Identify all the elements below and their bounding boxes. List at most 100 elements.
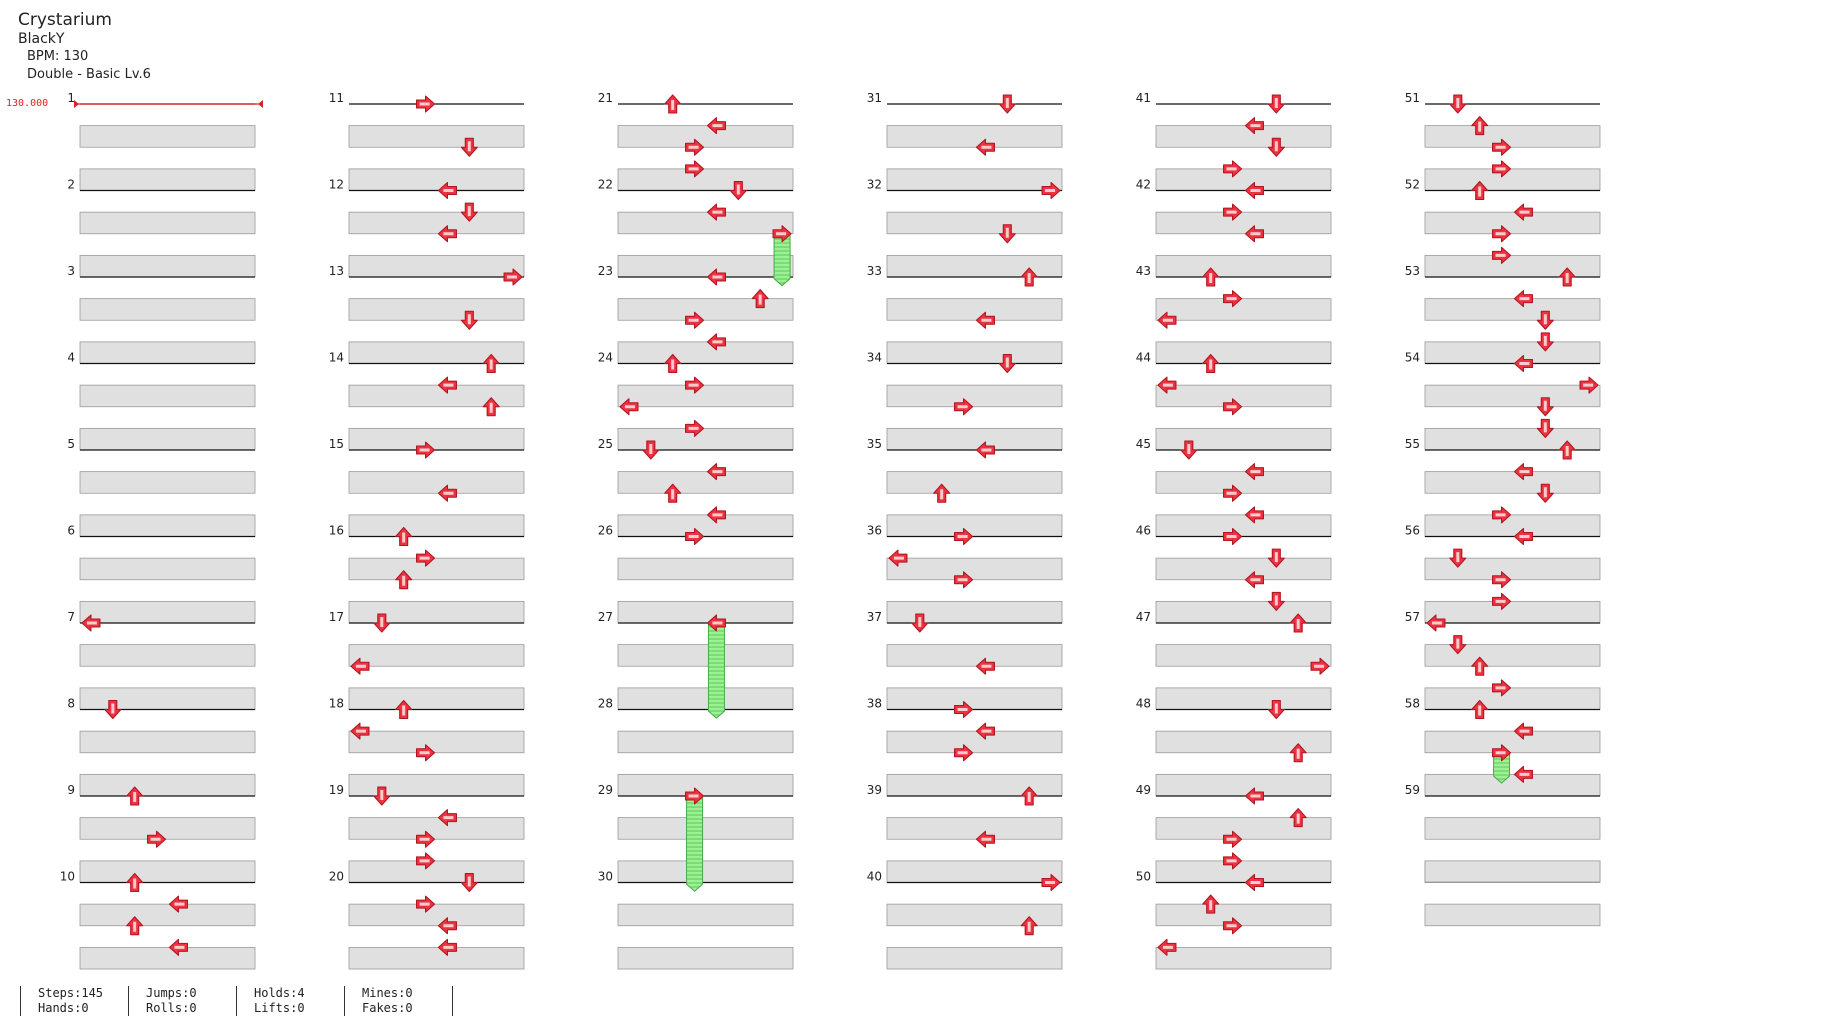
measure: 28 — [598, 697, 794, 797]
arrow-right-icon — [416, 549, 436, 567]
measure-number: 43 — [1136, 264, 1151, 278]
arrow-highlight — [1478, 662, 1482, 673]
arrow-highlight — [1027, 792, 1031, 802]
measure-number: 10 — [60, 870, 75, 884]
arrow-right-icon — [954, 527, 974, 546]
arrow-left-icon — [975, 138, 995, 156]
arrow-right-icon — [954, 571, 974, 589]
arrow-highlight — [1250, 232, 1261, 236]
measure-number: 32 — [867, 178, 882, 192]
arrow-highlight — [133, 921, 137, 932]
beat-stripe — [79, 860, 256, 883]
beat-stripe — [348, 168, 525, 191]
measure: 51 — [1405, 91, 1601, 191]
beat-stripe — [1424, 211, 1601, 235]
measure-number: 56 — [1405, 524, 1420, 538]
beat-stripe — [617, 427, 794, 451]
arrow-highlight — [467, 876, 471, 887]
arrow-right-icon — [1492, 744, 1512, 762]
arrow-right-icon — [1492, 160, 1512, 178]
arrow-highlight — [1250, 470, 1261, 474]
arrow-highlight — [1495, 686, 1506, 690]
measure-number: 59 — [1405, 783, 1420, 797]
beat-stripe — [1155, 125, 1332, 148]
measure-number: 13 — [329, 264, 344, 278]
beat-stripe — [886, 168, 1063, 191]
arrow-left-icon — [1513, 203, 1533, 221]
measure: 54 — [1405, 351, 1601, 451]
beat-stripe — [348, 427, 525, 451]
arrow-left-icon — [975, 722, 995, 740]
beat-stripe — [348, 254, 525, 278]
arrow-right-icon — [685, 787, 705, 805]
arrow-up-icon — [1020, 916, 1038, 936]
arrow-down-icon — [642, 440, 660, 460]
measure-number: 58 — [1405, 697, 1420, 711]
arrow-highlight — [688, 383, 699, 387]
beat-stripe — [1155, 557, 1332, 581]
measure: 43 — [1136, 264, 1332, 364]
arrow-highlight — [736, 184, 740, 195]
arrow-highlight — [86, 621, 97, 625]
measure: 12 — [329, 178, 525, 278]
measure: 40 — [867, 870, 1063, 970]
measure-number: 2 — [67, 178, 75, 192]
measure-number: 44 — [1136, 351, 1151, 365]
measure-number: 5 — [67, 437, 75, 451]
measure: 42 — [1136, 178, 1332, 278]
arrow-highlight — [1226, 210, 1237, 214]
arrow-highlight — [712, 210, 723, 214]
beat-stripe — [79, 125, 256, 148]
arrow-left-icon — [1157, 311, 1177, 329]
arrow-left-icon — [1513, 722, 1533, 740]
beat-stripe — [1424, 384, 1601, 408]
beat-stripe — [348, 687, 525, 710]
stat-group-holds: Holds:4 Lifts:0 — [236, 986, 305, 1016]
arrow-highlight — [507, 275, 518, 279]
measure-number: 26 — [598, 524, 613, 538]
arrow-highlight — [1478, 121, 1482, 132]
arrow-highlight — [624, 405, 635, 409]
arrow-highlight — [712, 621, 723, 625]
beat-stripe — [886, 644, 1063, 667]
beat-stripe — [348, 730, 525, 754]
arrow-highlight — [1226, 297, 1237, 301]
beat-stripe — [617, 817, 794, 840]
arrow-up-icon — [1202, 353, 1220, 374]
arrow-highlight — [1495, 578, 1506, 582]
measure-number: 28 — [598, 697, 613, 711]
arrow-right-icon — [416, 852, 436, 870]
arrow-highlight — [1565, 273, 1569, 283]
arrow-highlight — [671, 100, 675, 110]
beat-stripe — [1155, 341, 1332, 364]
arrow-highlight — [1250, 513, 1261, 517]
arrow-down-icon — [460, 202, 478, 222]
song-title: Crystarium — [18, 10, 112, 30]
arrow-highlight — [1250, 578, 1261, 582]
arrow-up-icon — [1202, 894, 1220, 914]
beat-stripe — [79, 730, 256, 754]
beat-stripe — [79, 254, 256, 278]
measure: 50 — [1136, 870, 1332, 970]
measure: 52 — [1405, 178, 1601, 278]
beat-stripe — [1155, 254, 1332, 278]
arrow-left-icon — [706, 268, 726, 286]
arrow-highlight — [1519, 535, 1530, 538]
arrow-right-icon — [1492, 506, 1512, 524]
arrow-highlight — [1045, 189, 1056, 192]
arrow-right-icon — [954, 398, 974, 416]
arrow-highlight — [981, 729, 992, 733]
beat-stripe — [348, 298, 525, 321]
measure: 31 — [867, 91, 1063, 191]
beat-stripe — [617, 903, 794, 927]
arrow-highlight — [1495, 232, 1506, 236]
beat-stripe — [1424, 730, 1601, 754]
beat-stripe — [1424, 471, 1601, 494]
measure: 16 — [329, 524, 525, 624]
arrow-highlight — [1495, 513, 1506, 517]
arrow-highlight — [688, 794, 699, 798]
measure-number: 29 — [598, 783, 613, 797]
measure-number: 3 — [67, 264, 75, 278]
bpm-marker-cap-right — [258, 100, 263, 108]
arrow-up-icon — [395, 570, 413, 590]
